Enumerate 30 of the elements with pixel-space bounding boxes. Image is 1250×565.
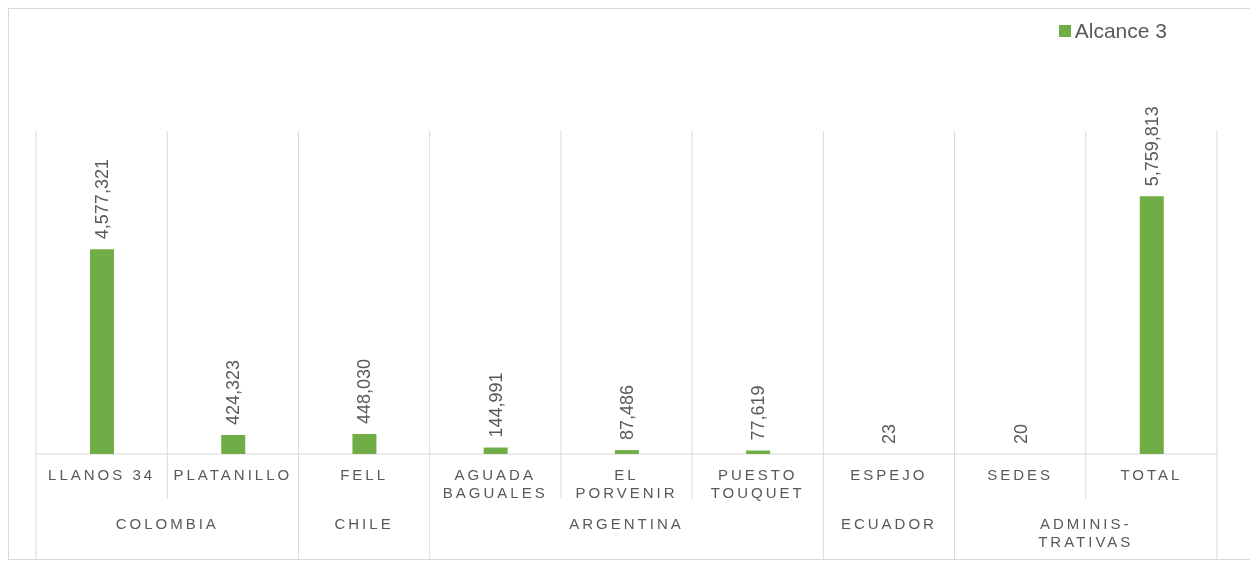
text: ARGENTINA — [569, 515, 684, 532]
x-tick-label: PLATANILLO — [173, 466, 293, 483]
x-tick-label: ESPEJO — [850, 466, 928, 483]
legend-label: Alcance 3 — [1073, 19, 1167, 43]
text: CHILE — [334, 515, 394, 532]
x-tick-label: EL PORVENIR — [575, 466, 678, 501]
text: ECUADOR — [840, 515, 937, 532]
x-tick-label: PUESTO TOUQUET — [710, 466, 805, 501]
data-label: 4,577,321 — [92, 159, 112, 240]
data-label: 144,991 — [485, 372, 506, 438]
x-tick-label: TOTAL — [1120, 466, 1183, 483]
bar — [1139, 196, 1164, 454]
data-label: 23 — [879, 423, 900, 444]
bar — [483, 447, 508, 454]
bar — [614, 450, 639, 454]
x-tick-label: LLANOS 34 — [48, 466, 156, 483]
data-label: 424,323 — [223, 359, 244, 426]
data-label: 5,759,813 — [1141, 106, 1162, 187]
x-tick-label: SEDES — [987, 466, 1054, 483]
data-label: 448,030 — [354, 358, 375, 424]
x-tick-label: AGUADA BAGUALES — [442, 466, 548, 501]
data-label: 20 — [1010, 423, 1031, 444]
text: ADMINIS-TRATIVAS — [1038, 515, 1134, 550]
bar — [221, 435, 246, 454]
x-tick-label: FELL — [340, 466, 388, 483]
bar — [90, 249, 114, 454]
bar — [352, 433, 377, 454]
data-label: 77,619 — [748, 385, 769, 441]
text: COLOMBIA — [115, 515, 219, 532]
data-label: 87,486 — [616, 385, 637, 441]
